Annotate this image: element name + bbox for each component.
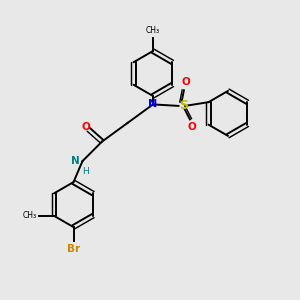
Text: H: H	[82, 167, 89, 176]
Text: N: N	[71, 156, 80, 166]
Text: O: O	[181, 77, 190, 87]
Text: CH₃: CH₃	[146, 26, 160, 35]
Text: N: N	[148, 99, 158, 110]
Text: S: S	[179, 99, 188, 112]
Text: Br: Br	[67, 244, 80, 254]
Text: O: O	[187, 122, 196, 132]
Text: CH₃: CH₃	[22, 212, 37, 220]
Text: O: O	[81, 122, 90, 132]
